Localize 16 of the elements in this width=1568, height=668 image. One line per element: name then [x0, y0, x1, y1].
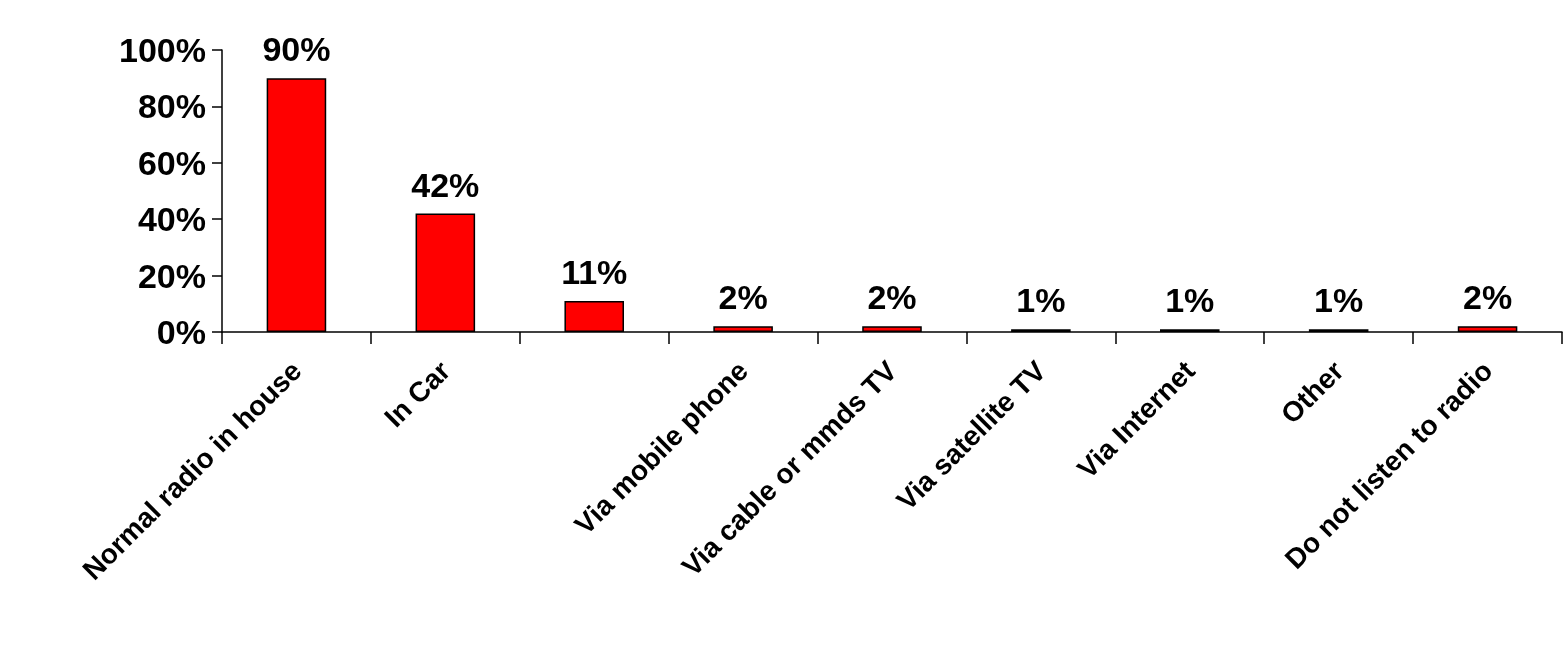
- data-label: 1%: [1016, 281, 1066, 320]
- y-tick-label: 60%: [137, 143, 206, 182]
- data-label: 11%: [561, 252, 628, 291]
- data-label: 42%: [411, 165, 480, 204]
- data-label: 1%: [1165, 281, 1215, 320]
- x-tick-label: In Car: [378, 354, 457, 434]
- y-tick-label: 0%: [156, 313, 206, 351]
- y-tick-label: 40%: [137, 200, 206, 239]
- data-label: 2%: [1462, 278, 1513, 317]
- data-label: 90%: [262, 30, 331, 69]
- y-tick-label: 20%: [137, 256, 206, 295]
- y-tick-label: 100%: [119, 31, 206, 69]
- y-tick-label: 80%: [137, 87, 206, 126]
- data-label: 2%: [718, 278, 768, 317]
- data-label: 2%: [867, 278, 917, 317]
- data-label: 1%: [1314, 281, 1364, 320]
